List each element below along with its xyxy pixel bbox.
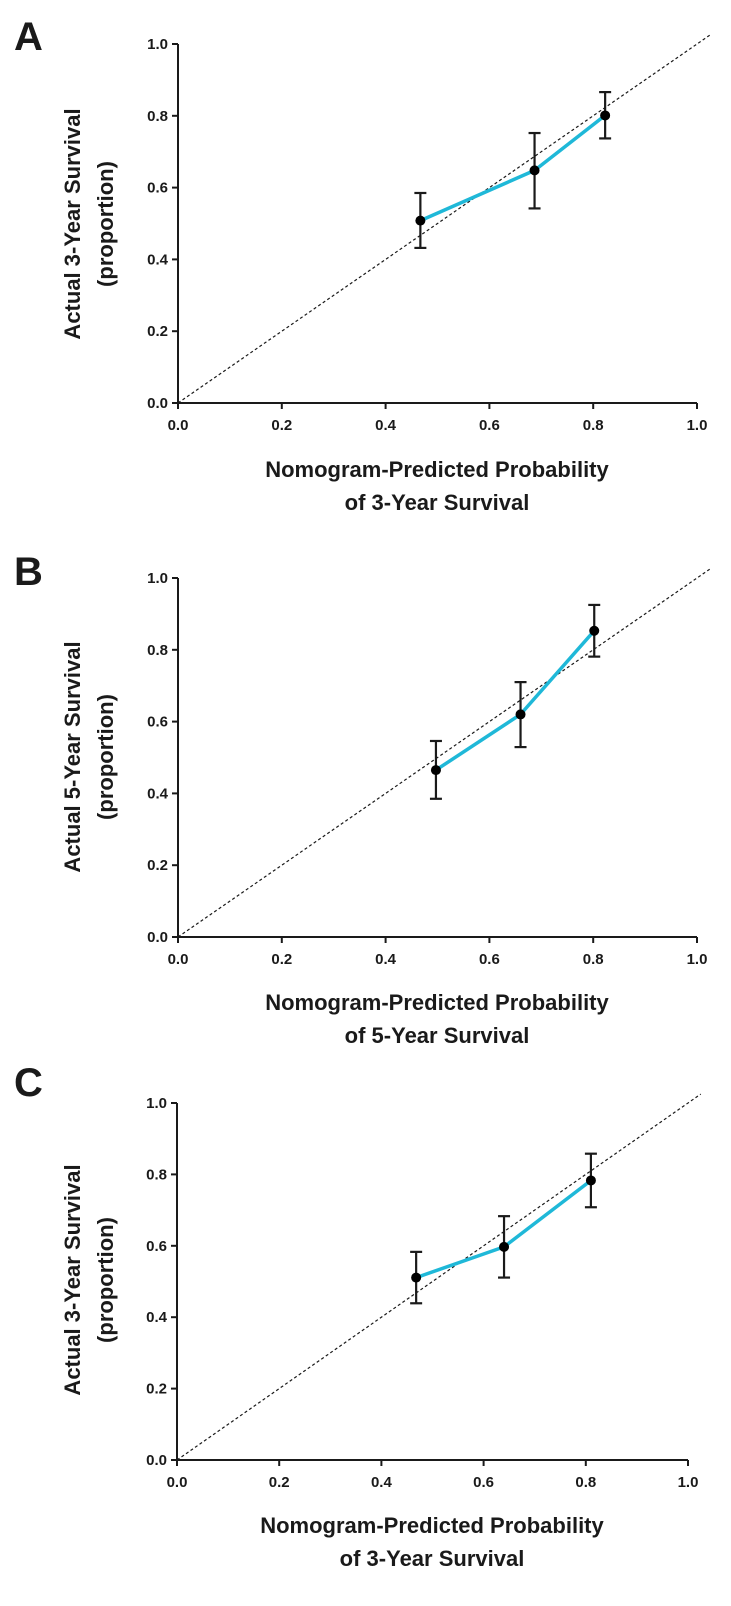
x-axis-title: Nomogram-Predicted Probability <box>265 457 609 482</box>
y-tick-label: 0.4 <box>147 785 169 802</box>
x-tick-label: 0.4 <box>375 951 397 968</box>
data-point <box>529 165 540 176</box>
x-tick-label: 0.2 <box>271 951 292 968</box>
y-tick-label: 0.6 <box>146 1238 167 1255</box>
x-tick-label: 0.0 <box>168 951 189 968</box>
y-axis-title: Actual 5-Year Survival <box>60 641 85 872</box>
x-axis-title: Nomogram-Predicted Probability <box>265 990 609 1015</box>
x-tick-label: 0.6 <box>479 417 500 434</box>
data-point <box>415 215 426 226</box>
data-point <box>589 625 600 636</box>
x-tick-label: 0.6 <box>479 951 500 968</box>
y-axis-title: (proportion) <box>93 1217 118 1343</box>
x-tick-label: 0.2 <box>269 1474 290 1491</box>
x-tick-label: 0.8 <box>583 417 604 434</box>
y-tick-label: 0.0 <box>146 1452 167 1469</box>
x-tick-label: 0.4 <box>371 1474 393 1491</box>
y-tick-label: 1.0 <box>147 36 168 53</box>
y-axis-title: Actual 3-Year Survival <box>60 1164 85 1395</box>
y-axis-title: (proportion) <box>93 161 118 287</box>
y-tick-label: 0.8 <box>147 642 168 659</box>
x-tick-label: 1.0 <box>687 951 708 968</box>
y-tick-label: 0.2 <box>147 857 168 874</box>
data-point <box>515 709 526 720</box>
y-tick-label: 0.4 <box>147 251 169 268</box>
y-tick-label: 0.8 <box>147 108 168 125</box>
reference-diagonal <box>177 568 711 938</box>
panel-letter: B <box>14 550 43 594</box>
x-tick-label: 1.0 <box>687 417 708 434</box>
y-tick-label: 1.0 <box>146 1095 167 1112</box>
panel-c: C 0.0 0.2 0.4 0.6 0.8 1.0 0.0 0.2 0.4 0.6 0.8 1.0 Nom… <box>14 1061 702 1571</box>
x-tick-label: 0.4 <box>375 417 397 434</box>
x-tick-label: 0.0 <box>168 417 189 434</box>
data-point <box>585 1175 596 1186</box>
calibration-line <box>434 629 596 772</box>
data-point <box>600 110 611 121</box>
x-tick-label: 0.0 <box>167 1474 188 1491</box>
x-tick-label: 0.8 <box>575 1474 596 1491</box>
y-axis-title: (proportion) <box>93 694 118 820</box>
calibration-line <box>418 113 607 223</box>
reference-diagonal <box>177 34 711 404</box>
y-tick-label: 0.2 <box>147 323 168 340</box>
y-axis-title: Actual 3-Year Survival <box>60 108 85 339</box>
x-axis-title: of 5-Year Survival <box>345 1023 530 1048</box>
y-tick-label: 0.0 <box>147 395 168 412</box>
y-tick-label: 0.6 <box>147 714 168 731</box>
panel-letter: C <box>14 1061 43 1105</box>
x-axis-title: Nomogram-Predicted Probability <box>260 1513 604 1538</box>
x-tick-label: 0.6 <box>473 1474 494 1491</box>
x-tick-label: 0.8 <box>583 951 604 968</box>
reference-diagonal <box>176 1093 702 1461</box>
y-tick-label: 0.8 <box>146 1166 167 1183</box>
y-tick-label: 0.4 <box>146 1309 168 1326</box>
panel-letter: A <box>14 15 43 59</box>
y-tick-label: 0.2 <box>146 1381 167 1398</box>
y-tick-label: 0.0 <box>147 929 168 946</box>
panel-a: A 0.0 0.2 0.4 0.6 0.8 1.0 0.0 0.2 0.4 0.6 0.8 1.0 Nom… <box>14 15 711 515</box>
data-point <box>430 765 441 776</box>
data-point <box>499 1241 510 1252</box>
data-point <box>411 1272 422 1283</box>
y-tick-label: 1.0 <box>147 570 168 587</box>
x-tick-label: 1.0 <box>678 1474 699 1491</box>
panel-b: B 0.0 0.2 0.4 0.6 0.8 1.0 0.0 0.2 0.4 0.6 0.8 1.0 Nom… <box>14 550 711 1048</box>
x-axis-title: of 3-Year Survival <box>345 490 530 515</box>
y-tick-label: 0.6 <box>147 180 168 197</box>
x-tick-label: 0.2 <box>271 417 292 434</box>
x-axis-title: of 3-Year Survival <box>340 1546 525 1571</box>
